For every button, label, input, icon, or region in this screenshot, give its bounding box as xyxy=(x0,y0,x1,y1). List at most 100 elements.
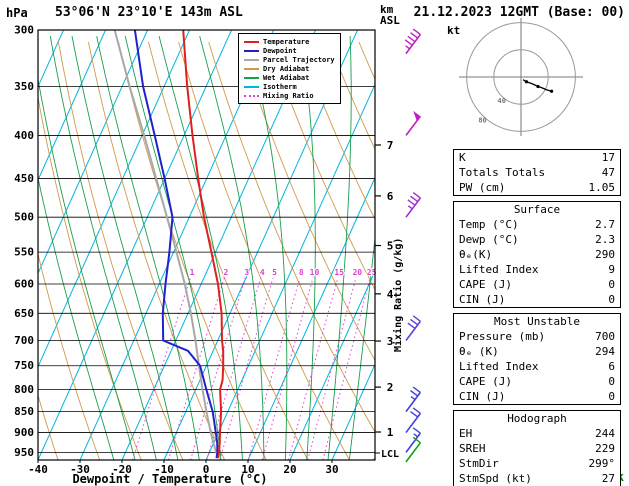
stats-row: SREH 229 xyxy=(454,441,620,456)
stats-label: EH xyxy=(459,427,473,440)
stats-row: Dewp (°C) 2.3 xyxy=(454,232,620,247)
dry-adiabat-line xyxy=(148,41,309,460)
isotherm-line xyxy=(205,83,375,460)
lcl-label: LCL xyxy=(381,449,399,460)
legend-label: Wet Adiabat xyxy=(263,73,310,82)
stats-row: Lifted Index 6 xyxy=(454,359,620,374)
stats-label: θₑ (K) xyxy=(459,345,499,358)
stats-section-most-unstable: Most Unstable Pressure (mb) 700 θₑ (K) 294 Li… xyxy=(453,313,621,405)
isotherm-line xyxy=(247,176,375,460)
stats-label: Pressure (mb) xyxy=(459,330,546,343)
stats-value: 299° xyxy=(588,457,616,470)
isotherm-line xyxy=(38,30,148,275)
stats-row: CAPE (J) 0 xyxy=(454,374,620,389)
pressure-tick-label: 850 xyxy=(14,405,34,418)
legend-swatch xyxy=(244,85,259,88)
wet-adiabat-line xyxy=(38,176,115,460)
stats-label: Dewp (°C) xyxy=(459,233,519,246)
pressure-tick-label: 450 xyxy=(14,172,34,185)
mixing-ratio-axis-label: Mixing Ratio (g/kg) xyxy=(392,238,404,352)
wind-barb xyxy=(405,315,422,341)
stats-section-title: Hodograph xyxy=(507,412,567,425)
mixing-ratio-value-label: 2 xyxy=(223,268,228,277)
stats-value: 6 xyxy=(608,360,615,373)
stats-section-hodograph: Hodograph EH 244 SREH 229 StmDir 299° StmSpd (k… xyxy=(453,410,621,486)
dry-adiabat-line xyxy=(38,95,142,460)
km-tick-label: 5 xyxy=(387,240,394,253)
dry-adiabat-line xyxy=(178,41,350,460)
stats-row: CAPE (J) 0 xyxy=(454,277,620,292)
datetime-title: 21.12.2023 12GMT (Base: 00) xyxy=(413,5,625,20)
legend-item: Dewpoint xyxy=(244,46,335,55)
hodograph-unit-label: kt xyxy=(447,24,461,37)
mixing-ratio-line xyxy=(322,277,371,460)
km-tick-label: 7 xyxy=(387,139,394,152)
stats-row: Totals Totals 47 xyxy=(454,165,620,180)
pressure-tick-label: 950 xyxy=(14,446,34,459)
mixing-ratio-value-label: 3 xyxy=(244,268,249,277)
stats-row: EH 244 xyxy=(454,426,620,441)
isotherm-line xyxy=(38,30,106,182)
stats-value: 0 xyxy=(608,375,615,388)
stats-label: SREH xyxy=(459,442,486,455)
hodograph-ring-label: 80 xyxy=(478,116,486,124)
wet-adiabat-line xyxy=(348,234,375,460)
temp-tick-label: -20 xyxy=(112,463,132,476)
temp-tick-label: 10 xyxy=(241,463,254,476)
isotherm-line xyxy=(38,30,190,368)
stats-row: PW (cm) 1.05 xyxy=(454,180,620,195)
legend-label: Mixing Ratio xyxy=(263,91,314,100)
altitude-axis-unit: km ASL xyxy=(380,4,400,26)
stats-row: Pressure (mb) 700 xyxy=(454,329,620,344)
hodograph-ring xyxy=(466,22,576,132)
legend-item: Mixing Ratio xyxy=(244,91,335,100)
hodograph-trace-dot xyxy=(524,80,529,84)
altitude-unit-km: km xyxy=(380,3,394,16)
legend-swatch xyxy=(244,67,259,70)
wind-barb xyxy=(404,28,422,55)
legend-label: Dewpoint xyxy=(263,46,297,55)
stats-section-title: Most Unstable xyxy=(493,315,581,328)
x-axis-label: Dewpoint / Temperature (°C) xyxy=(72,472,268,486)
legend-swatch xyxy=(244,49,259,52)
stats-label: StmDir xyxy=(459,457,499,470)
skewt-background xyxy=(38,30,375,460)
legend-item: Temperature xyxy=(244,37,335,46)
wind-barb xyxy=(405,427,422,453)
station-title: 53°06'N 23°10'E 143m ASL xyxy=(55,5,243,20)
hodograph: 40 80 xyxy=(459,18,583,136)
legend-swatch xyxy=(244,58,259,61)
wind-barb xyxy=(405,407,422,434)
temp-tick-label: 30 xyxy=(325,463,338,476)
dry-adiabat-line xyxy=(268,41,375,291)
temperature-curve xyxy=(182,30,225,459)
temp-tick-label: -30 xyxy=(70,463,90,476)
mixing-ratio-value-label: 5 xyxy=(272,268,277,277)
wet-adiabat-line xyxy=(299,36,316,460)
mixing-ratio-value-label: 8 xyxy=(299,268,304,277)
stats-row: StmDir 299° xyxy=(454,456,620,471)
pressure-tick-label: 350 xyxy=(14,80,34,93)
dry-adiabat-line xyxy=(38,393,59,460)
stats-value: 244 xyxy=(595,427,615,440)
dry-adiabat-line xyxy=(208,41,375,433)
wet-adiabat-line xyxy=(327,36,352,460)
wind-barb xyxy=(405,110,422,136)
hodograph-trace-dot xyxy=(550,89,554,93)
km-tick-label: 4 xyxy=(387,288,394,301)
pressure-tick-label: 900 xyxy=(14,426,34,439)
stats-value: 700 xyxy=(595,330,615,343)
stats-value: 27 xyxy=(601,472,615,485)
km-tick-label: 6 xyxy=(387,190,394,203)
dry-adiabat-line xyxy=(238,41,375,362)
wind-barb xyxy=(405,192,422,218)
stats-value: 290 xyxy=(595,248,615,261)
stats-label: CIN (J) xyxy=(459,293,506,306)
stats-label: CAPE (J) xyxy=(459,278,512,291)
stats-label: Totals Totals xyxy=(459,166,546,179)
stats-section-title: Surface xyxy=(513,203,561,216)
isotherm-line xyxy=(289,269,375,460)
wet-adiabat-line xyxy=(49,36,157,460)
stats-section-indices: K 17 Totals Totals 47 PW (cm) 1.05 xyxy=(453,149,621,196)
stats-value: 0 xyxy=(608,293,615,306)
